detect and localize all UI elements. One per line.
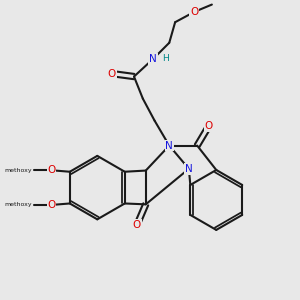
- Text: O: O: [205, 121, 213, 131]
- Text: methoxy: methoxy: [5, 202, 32, 207]
- Text: O: O: [133, 220, 141, 230]
- Text: N: N: [149, 54, 157, 64]
- Text: O: O: [190, 7, 198, 17]
- Text: H: H: [162, 54, 169, 63]
- Text: methoxy: methoxy: [5, 168, 32, 173]
- Text: O: O: [47, 200, 56, 210]
- Text: N: N: [185, 164, 193, 174]
- Text: N: N: [165, 141, 173, 151]
- Text: O: O: [108, 69, 116, 79]
- Text: O: O: [47, 165, 56, 175]
